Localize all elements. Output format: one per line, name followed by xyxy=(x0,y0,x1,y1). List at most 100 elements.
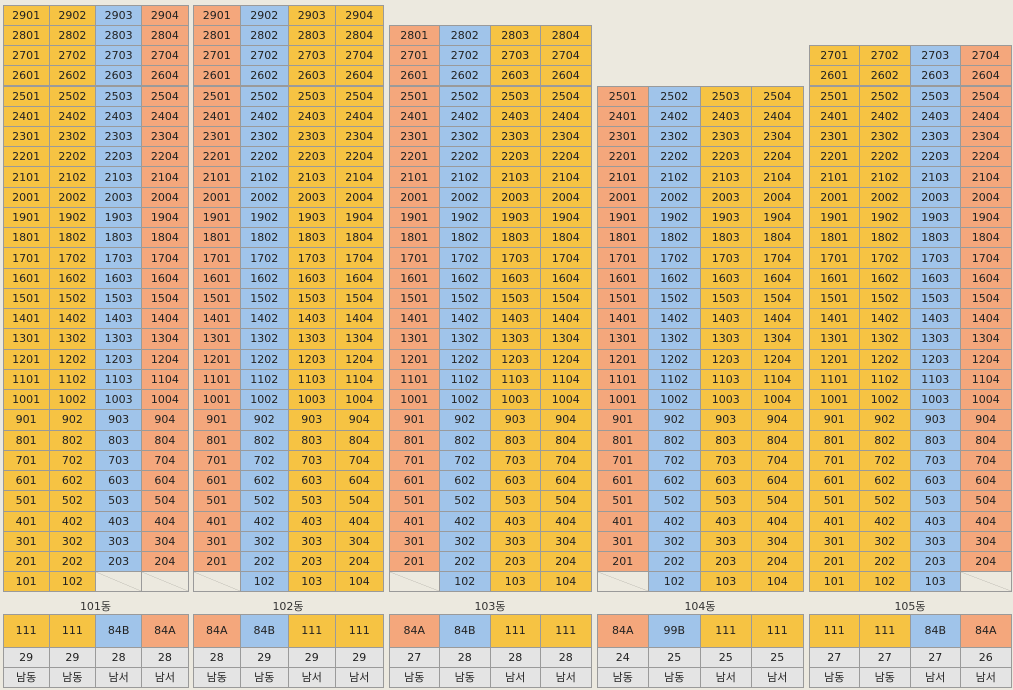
unit-cell: 201 xyxy=(2,551,50,573)
unit-cell: 2002 xyxy=(439,186,491,208)
unit-count: 27 xyxy=(859,646,911,668)
unit-cell: 1103 xyxy=(699,368,752,391)
unit-cell: 1903 xyxy=(287,206,336,229)
unit-cell: 2301 xyxy=(388,125,440,148)
unit-cell: 804 xyxy=(960,429,1012,451)
unit-type: 111 xyxy=(540,613,592,648)
unit-cell: 903 xyxy=(909,409,961,431)
unit-cell: 301 xyxy=(192,530,241,552)
unit-cell: 1302 xyxy=(859,328,911,350)
unit-cell: 1203 xyxy=(287,348,336,370)
unit-cell: 1902 xyxy=(859,206,911,229)
building-name: 103동 xyxy=(474,600,506,613)
unit-cell: 2601 xyxy=(192,65,241,87)
unit-cell: 604 xyxy=(335,470,384,492)
unit-cell: 2301 xyxy=(192,125,241,148)
unit-cell: 1701 xyxy=(596,247,649,269)
unit-cell: 1103 xyxy=(287,368,336,391)
unit-cell: 2403 xyxy=(909,105,961,127)
unit-cell: 2602 xyxy=(439,65,491,87)
unit-cell: 2201 xyxy=(808,146,860,168)
unit-cell: 1404 xyxy=(141,308,189,330)
unit-cell: 701 xyxy=(388,449,440,472)
unit-cell: 203 xyxy=(909,551,961,573)
direction: 남동 xyxy=(439,666,491,688)
unit-cell: 104 xyxy=(540,571,592,593)
unit-count: 28 xyxy=(439,646,491,668)
direction: 남동 xyxy=(388,666,440,688)
unit-cell: 403 xyxy=(699,510,752,532)
unit-cell: 1504 xyxy=(960,287,1012,310)
unit-cell: 2204 xyxy=(960,146,1012,168)
unit-cell: 1102 xyxy=(240,368,289,391)
unit-cell: 1101 xyxy=(388,368,440,391)
unit-cell: 1802 xyxy=(859,227,911,249)
unit-cell: 2603 xyxy=(287,65,336,87)
direction: 남서 xyxy=(141,666,189,688)
unit-count: 29 xyxy=(48,646,96,668)
unit-cell: 702 xyxy=(48,449,96,472)
direction: 남동 xyxy=(48,666,96,688)
unit-cell: 901 xyxy=(808,409,860,431)
unit-cell: 502 xyxy=(48,490,96,512)
unit-cell: 1601 xyxy=(192,267,241,289)
unit-cell: 1402 xyxy=(648,308,701,330)
unit-cell: 2804 xyxy=(141,24,189,46)
unit-cell: 2401 xyxy=(2,105,50,127)
unit-cell: 2901 xyxy=(192,4,241,26)
unit-cell: 1504 xyxy=(540,287,592,310)
unit-cell: 904 xyxy=(540,409,592,431)
direction: 남서 xyxy=(960,666,1012,688)
unit-cell: 1204 xyxy=(751,348,804,370)
unit-cell: 703 xyxy=(95,449,143,472)
unit-cell: 1202 xyxy=(240,348,289,370)
unit-cell: 801 xyxy=(192,429,241,451)
unit-cell: 2404 xyxy=(960,105,1012,127)
unit-cell: 1202 xyxy=(859,348,911,370)
unit-cell: 1304 xyxy=(751,328,804,350)
unit-cell: 203 xyxy=(489,551,541,573)
unit-cell: 1603 xyxy=(489,267,541,289)
unit-cell: 1902 xyxy=(648,206,701,229)
unit-cell: 1303 xyxy=(489,328,541,350)
unit-cell: 1303 xyxy=(909,328,961,350)
unit-cell: 2101 xyxy=(192,166,241,188)
unit-cell: 2002 xyxy=(648,186,701,208)
unit-cell: 703 xyxy=(699,449,752,472)
unit-cell: 303 xyxy=(909,530,961,552)
unit-cell: 202 xyxy=(439,551,491,573)
empty-unit xyxy=(141,571,189,593)
unit-cell: 1302 xyxy=(648,328,701,350)
unit-cell: 1402 xyxy=(859,308,911,330)
unit-cell: 301 xyxy=(388,530,440,552)
unit-cell: 2502 xyxy=(859,85,911,107)
unit-cell: 1503 xyxy=(699,287,752,310)
unit-cell: 1703 xyxy=(489,247,541,269)
unit-cell: 703 xyxy=(489,449,541,472)
unit-cell: 501 xyxy=(596,490,649,512)
unit-cell: 102 xyxy=(859,571,911,593)
unit-type: 111 xyxy=(859,613,911,648)
unit-cell: 403 xyxy=(909,510,961,532)
unit-cell: 1701 xyxy=(388,247,440,269)
unit-cell: 802 xyxy=(48,429,96,451)
unit-cell: 801 xyxy=(596,429,649,451)
unit-type: 84A xyxy=(141,613,189,648)
unit-cell: 501 xyxy=(2,490,50,512)
empty-unit xyxy=(388,571,440,593)
unit-cell: 2304 xyxy=(960,125,1012,148)
unit-cell: 2301 xyxy=(2,125,50,148)
unit-cell: 504 xyxy=(751,490,804,512)
unit-cell: 2103 xyxy=(95,166,143,188)
unit-cell: 703 xyxy=(287,449,336,472)
unit-cell: 1902 xyxy=(48,206,96,229)
unit-cell: 2402 xyxy=(240,105,289,127)
unit-cell: 1503 xyxy=(909,287,961,310)
unit-cell: 1401 xyxy=(192,308,241,330)
unit-cell: 1904 xyxy=(141,206,189,229)
unit-cell: 1601 xyxy=(596,267,649,289)
unit-cell: 2702 xyxy=(439,45,491,67)
unit-cell: 1803 xyxy=(909,227,961,249)
unit-cell: 804 xyxy=(335,429,384,451)
unit-cell: 2003 xyxy=(95,186,143,208)
